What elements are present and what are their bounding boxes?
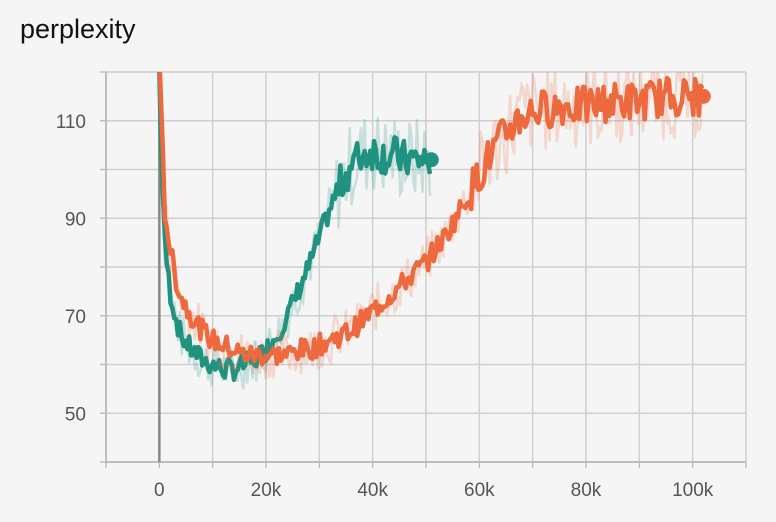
- x-tick-label: 80k: [571, 480, 602, 501]
- y-tick-label: 90: [65, 209, 86, 230]
- series-group: [157, 72, 711, 390]
- chart-title: perplexity: [20, 14, 136, 44]
- series-1-end-marker: [423, 152, 439, 168]
- series-1-line: [157, 72, 433, 383]
- x-tick-label: 60k: [464, 480, 495, 501]
- x-tick-label: 20k: [251, 480, 282, 501]
- x-tick-label: 100k: [672, 480, 714, 501]
- y-tick-label: 110: [56, 112, 86, 133]
- tick-labels: 0 20k 40k 60k 80k 100k 50 70 90 110: [56, 112, 714, 501]
- axes: [100, 71, 747, 468]
- x-tick-label: 40k: [357, 480, 388, 501]
- y-tick-label: 50: [65, 404, 86, 425]
- x-tick-label: 0: [154, 480, 165, 501]
- series-2-end-marker: [695, 88, 711, 104]
- plot-area: [157, 72, 705, 390]
- series-2-line: [157, 72, 705, 367]
- y-tick-label: 70: [65, 307, 86, 328]
- grid: [105, 71, 747, 463]
